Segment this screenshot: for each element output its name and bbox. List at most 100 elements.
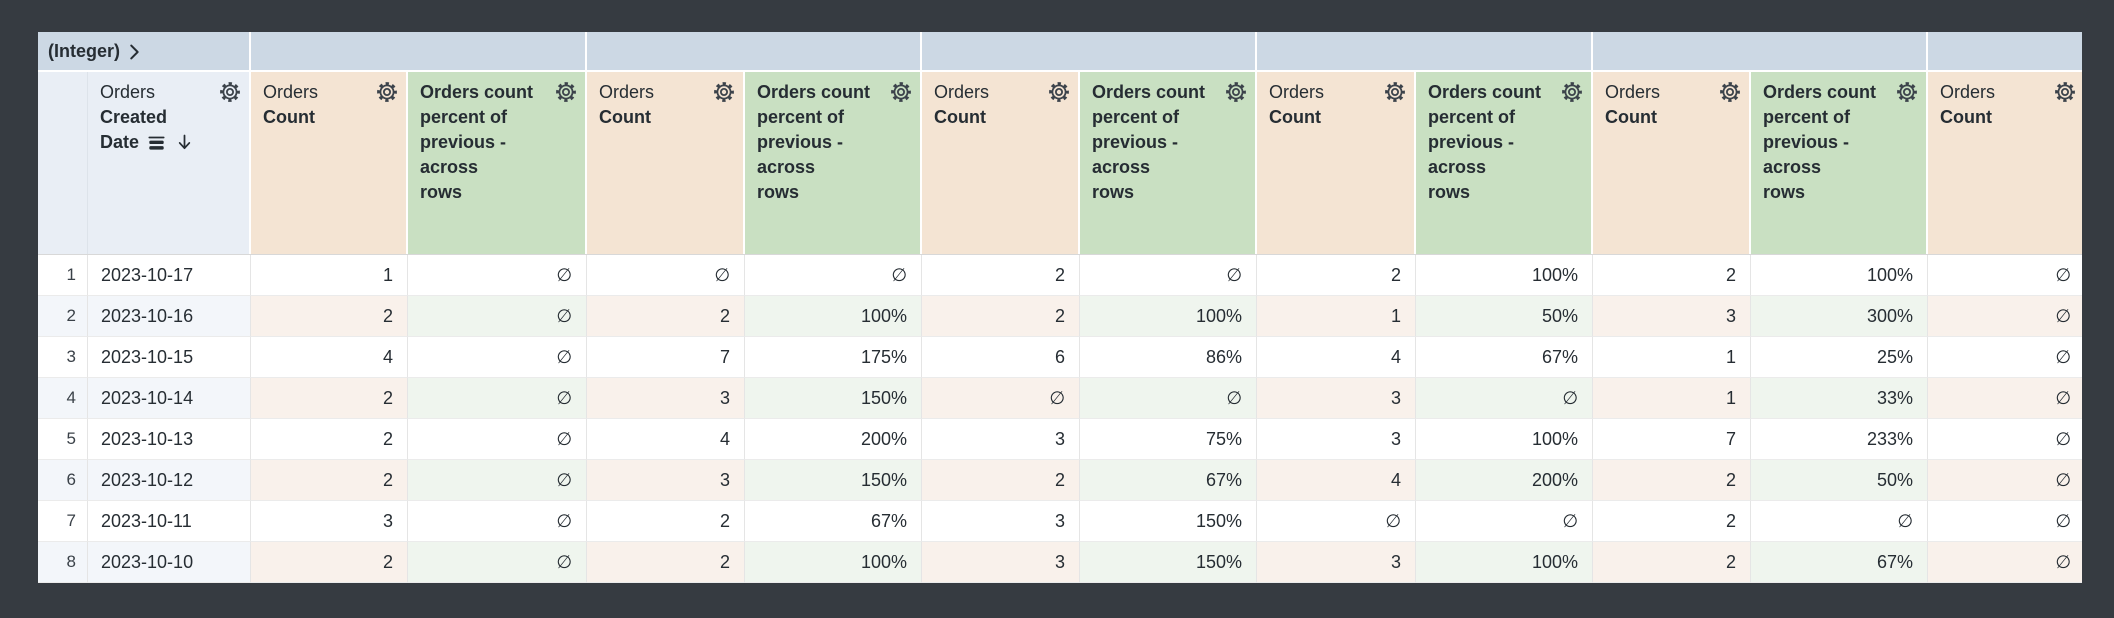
- column-header-percent-of-previous[interactable]: Orders count percent of previous - across ro…: [1751, 72, 1928, 254]
- cell-percent-of-previous[interactable]: 50%: [1751, 460, 1928, 501]
- cell-percent-of-previous[interactable]: 300%: [1751, 296, 1928, 337]
- cell-orders-count[interactable]: ∅: [1257, 501, 1416, 542]
- cell-percent-of-previous[interactable]: ∅: [408, 378, 587, 419]
- cell-orders-count[interactable]: ∅: [1928, 460, 2082, 501]
- cell-percent-of-previous[interactable]: ∅: [1080, 255, 1257, 296]
- column-header-orders-count[interactable]: Orders Count: [1257, 72, 1416, 254]
- cell-orders-count[interactable]: 2: [1593, 460, 1751, 501]
- cell-orders-count[interactable]: 2: [587, 542, 745, 583]
- column-header-orders-count[interactable]: Orders Count: [251, 72, 408, 254]
- cell-orders-count[interactable]: 2: [922, 255, 1080, 296]
- column-header-percent-of-previous[interactable]: Orders count percent of previous - across ro…: [408, 72, 587, 254]
- column-header-percent-of-previous[interactable]: Orders count percent of previous - across ro…: [745, 72, 922, 254]
- cell-date[interactable]: 2023-10-16: [88, 296, 251, 337]
- cell-percent-of-previous[interactable]: ∅: [408, 255, 587, 296]
- cell-percent-of-previous[interactable]: 100%: [1751, 255, 1928, 296]
- subtotal-rows-icon[interactable]: [145, 131, 168, 154]
- cell-orders-count[interactable]: 2: [251, 542, 408, 583]
- cell-percent-of-previous[interactable]: ∅: [408, 460, 587, 501]
- chevron-right-icon[interactable]: [123, 41, 145, 63]
- cell-percent-of-previous[interactable]: 150%: [745, 460, 922, 501]
- cell-orders-count[interactable]: ∅: [587, 255, 745, 296]
- cell-orders-count[interactable]: 4: [1257, 337, 1416, 378]
- cell-percent-of-previous[interactable]: 100%: [1416, 419, 1593, 460]
- cell-percent-of-previous[interactable]: 100%: [1080, 296, 1257, 337]
- gear-icon[interactable]: [1895, 80, 1919, 104]
- cell-orders-count[interactable]: 1: [251, 255, 408, 296]
- cell-orders-count[interactable]: 3: [922, 419, 1080, 460]
- cell-percent-of-previous[interactable]: 33%: [1751, 378, 1928, 419]
- cell-orders-count[interactable]: 3: [251, 501, 408, 542]
- cell-orders-count[interactable]: 1: [1257, 296, 1416, 337]
- cell-percent-of-previous[interactable]: 200%: [1416, 460, 1593, 501]
- cell-orders-count[interactable]: ∅: [1928, 296, 2082, 337]
- cell-percent-of-previous[interactable]: ∅: [1751, 501, 1928, 542]
- cell-orders-count[interactable]: ∅: [1928, 255, 2082, 296]
- gear-icon[interactable]: [218, 80, 242, 104]
- column-header-orders-count[interactable]: Orders Count: [1928, 72, 2082, 254]
- cell-percent-of-previous[interactable]: 175%: [745, 337, 922, 378]
- cell-orders-count[interactable]: ∅: [1928, 378, 2082, 419]
- cell-percent-of-previous[interactable]: ∅: [1416, 501, 1593, 542]
- cell-date[interactable]: 2023-10-10: [88, 542, 251, 583]
- cell-orders-count[interactable]: 2: [1593, 501, 1751, 542]
- pivot-field-header[interactable]: (Integer): [38, 32, 251, 72]
- sort-desc-icon[interactable]: [174, 132, 195, 153]
- cell-orders-count[interactable]: 2: [1257, 255, 1416, 296]
- cell-orders-count[interactable]: 4: [587, 419, 745, 460]
- gear-icon[interactable]: [889, 80, 913, 104]
- cell-orders-count[interactable]: 2: [922, 296, 1080, 337]
- cell-percent-of-previous[interactable]: ∅: [408, 542, 587, 583]
- column-header-percent-of-previous[interactable]: Orders count percent of previous - across ro…: [1416, 72, 1593, 254]
- cell-orders-count[interactable]: 3: [922, 501, 1080, 542]
- column-header-orders-count[interactable]: Orders Count: [587, 72, 745, 254]
- gear-icon[interactable]: [554, 80, 578, 104]
- cell-orders-count[interactable]: ∅: [922, 378, 1080, 419]
- cell-percent-of-previous[interactable]: 100%: [1416, 542, 1593, 583]
- cell-orders-count[interactable]: 2: [251, 419, 408, 460]
- cell-orders-count[interactable]: 3: [587, 460, 745, 501]
- cell-percent-of-previous[interactable]: ∅: [745, 255, 922, 296]
- cell-percent-of-previous[interactable]: 100%: [745, 542, 922, 583]
- gear-icon[interactable]: [1383, 80, 1407, 104]
- cell-percent-of-previous[interactable]: 67%: [1080, 460, 1257, 501]
- cell-percent-of-previous[interactable]: 67%: [745, 501, 922, 542]
- cell-orders-count[interactable]: 7: [587, 337, 745, 378]
- cell-orders-count[interactable]: 2: [587, 501, 745, 542]
- gear-icon[interactable]: [1718, 80, 1742, 104]
- cell-date[interactable]: 2023-10-12: [88, 460, 251, 501]
- cell-orders-count[interactable]: ∅: [1928, 419, 2082, 460]
- cell-orders-count[interactable]: ∅: [1928, 542, 2082, 583]
- cell-orders-count[interactable]: 3: [922, 542, 1080, 583]
- cell-date[interactable]: 2023-10-13: [88, 419, 251, 460]
- cell-orders-count[interactable]: 2: [251, 378, 408, 419]
- cell-date[interactable]: 2023-10-15: [88, 337, 251, 378]
- cell-percent-of-previous[interactable]: 50%: [1416, 296, 1593, 337]
- cell-orders-count[interactable]: 2: [587, 296, 745, 337]
- cell-percent-of-previous[interactable]: 25%: [1751, 337, 1928, 378]
- column-header-orders-created-date[interactable]: Orders Created Date: [88, 72, 251, 254]
- cell-percent-of-previous[interactable]: 150%: [1080, 542, 1257, 583]
- cell-orders-count[interactable]: ∅: [1928, 501, 2082, 542]
- cell-orders-count[interactable]: 6: [922, 337, 1080, 378]
- cell-percent-of-previous[interactable]: ∅: [408, 337, 587, 378]
- gear-icon[interactable]: [2053, 80, 2077, 104]
- cell-percent-of-previous[interactable]: 150%: [745, 378, 922, 419]
- cell-percent-of-previous[interactable]: ∅: [1416, 378, 1593, 419]
- gear-icon[interactable]: [1047, 80, 1071, 104]
- cell-percent-of-previous[interactable]: ∅: [408, 296, 587, 337]
- cell-date[interactable]: 2023-10-11: [88, 501, 251, 542]
- cell-orders-count[interactable]: 3: [1593, 296, 1751, 337]
- column-header-orders-count[interactable]: Orders Count: [922, 72, 1080, 254]
- cell-orders-count[interactable]: 2: [1593, 255, 1751, 296]
- cell-orders-count[interactable]: 2: [251, 460, 408, 501]
- cell-orders-count[interactable]: ∅: [1928, 337, 2082, 378]
- cell-percent-of-previous[interactable]: 200%: [745, 419, 922, 460]
- cell-orders-count[interactable]: 3: [1257, 378, 1416, 419]
- cell-orders-count[interactable]: 1: [1593, 378, 1751, 419]
- cell-percent-of-previous[interactable]: 67%: [1751, 542, 1928, 583]
- cell-date[interactable]: 2023-10-14: [88, 378, 251, 419]
- cell-orders-count[interactable]: 3: [1257, 419, 1416, 460]
- gear-icon[interactable]: [712, 80, 736, 104]
- cell-percent-of-previous[interactable]: 86%: [1080, 337, 1257, 378]
